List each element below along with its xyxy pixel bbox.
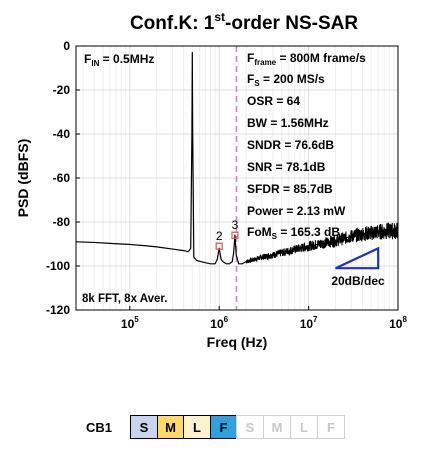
annotation-fframe-main: F (247, 51, 254, 65)
y-tick-label: -20 (53, 83, 71, 97)
config-block-cell: M (156, 415, 185, 439)
y-axis-ticks: 0 -20 -40 -60 -80 -100 -120 (46, 39, 80, 317)
chart-title-main: Conf.K: 1 (130, 13, 215, 34)
annotation-fs-sub: S (254, 79, 260, 88)
x-tick-label: 105 (121, 315, 139, 331)
chart-title-superscript: st (214, 10, 225, 24)
config-block-cell: S (236, 415, 264, 439)
x-tick-label-exponent: 6 (224, 315, 229, 324)
x-tick-label-base: 10 (389, 317, 403, 331)
y-tick-label: 0 (63, 39, 70, 53)
config-block-cell: S (130, 415, 158, 439)
annotation-sfdr: SFDR = 85.7dB (247, 182, 333, 196)
harmonic-marker (231, 231, 239, 239)
y-tick-label: -40 (53, 127, 71, 141)
y-tick-label: -80 (53, 215, 71, 229)
config-block-cell: L (183, 415, 211, 439)
x-tick-label-exponent: 8 (402, 315, 407, 324)
psd-chart: Conf.K: 1st-order NS-SAR 23 20dB/dec 0 -2… (15, 10, 407, 350)
annotation-fom-rest: = 165.3 dB (277, 225, 340, 239)
config-block-cell: F (317, 415, 345, 439)
annotation-snr: SNR = 78.1dB (247, 160, 326, 174)
chart-title: Conf.K: 1st-order NS-SAR (130, 10, 358, 34)
harmonic-marker (215, 242, 223, 250)
annotation-fin: FIN = 0.5MHz (84, 52, 154, 68)
x-tick-label-base: 10 (300, 317, 314, 331)
annotation-fin-sub: IN (91, 59, 99, 68)
annotation-bw: BW = 1.56MHz (247, 116, 329, 130)
psd-noise-trace (245, 222, 399, 264)
harmonic-label: 2 (216, 229, 223, 243)
annotation-fom-sub: S (272, 232, 278, 241)
annotation-osr: OSR = 64 (247, 94, 300, 108)
annotation-fframe-rest: = 800M frame/s (276, 51, 366, 65)
annotation-fin-rest: = 0.5MHz (99, 52, 154, 66)
config-block-cell: M (263, 415, 291, 439)
x-axis-ticks: 105 106 107 108 (121, 306, 407, 331)
annotation-fframe: Fframe = 800M frame/s (247, 51, 366, 67)
slope-label: 20dB/dec (331, 274, 385, 288)
chart-title-rest: -order NS-SAR (225, 13, 358, 34)
config-block-cell: F (209, 415, 238, 439)
noise-band (245, 222, 399, 264)
x-axis-label: Freq (Hz) (207, 334, 268, 350)
x-tick-label-base: 10 (210, 317, 224, 331)
y-tick-label: -60 (53, 171, 71, 185)
config-block-cell: L (290, 415, 318, 439)
y-tick-label: -120 (46, 303, 70, 317)
x-tick-label-exponent: 7 (313, 315, 318, 324)
harmonic-markers: 23 (215, 218, 239, 250)
annotation-fs-main: F (247, 72, 254, 86)
x-tick-label-base: 10 (121, 317, 135, 331)
annotation-power: Power = 2.13 mW (247, 204, 346, 218)
x-tick-label-exponent: 5 (134, 315, 139, 324)
x-tick-label: 108 (389, 315, 407, 331)
harmonic-label: 3 (232, 218, 239, 232)
annotation-fframe-sub: frame (254, 58, 276, 67)
x-tick-label: 107 (300, 315, 318, 331)
y-axis-label: PSD (dBFS) (15, 139, 31, 218)
annotation-fft-note: 8k FFT, 8x Aver. (82, 293, 167, 305)
config-block-label: CB1 (86, 419, 113, 435)
annotation-fom-main: FoM (247, 225, 272, 239)
annotation-fin-main: F (84, 52, 91, 66)
slope-triangle (335, 246, 380, 270)
annotation-sndr: SNDR = 76.6dB (247, 138, 334, 152)
x-tick-label: 106 (210, 315, 228, 331)
y-tick-label: -100 (46, 259, 70, 273)
annotation-fs-rest: = 200 MS/s (260, 72, 325, 86)
annotation-fs: FS = 200 MS/s (247, 72, 325, 88)
annotation-fom: FoMS = 165.3 dB (247, 225, 340, 241)
